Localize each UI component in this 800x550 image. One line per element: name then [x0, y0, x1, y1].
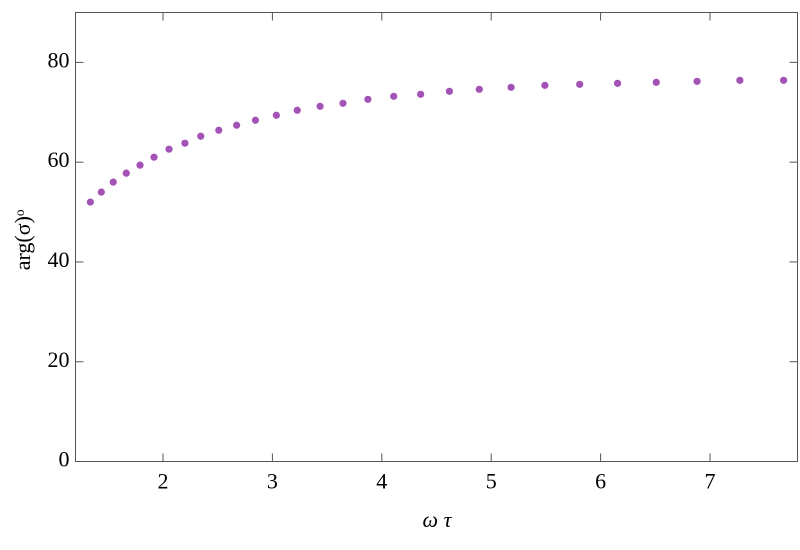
point [693, 77, 701, 85]
point [652, 78, 660, 86]
point [613, 79, 622, 87]
point [390, 92, 398, 100]
x-tick-label: 3 [267, 469, 278, 494]
point [507, 83, 515, 91]
plot-frame [75, 12, 798, 462]
point [576, 80, 584, 88]
y-tick-label: 60 [48, 147, 70, 172]
point [541, 81, 549, 89]
y-tick-label: 40 [48, 247, 70, 272]
point [215, 126, 223, 134]
x-axis-label: ω τ [423, 507, 453, 532]
point [251, 116, 260, 124]
point [150, 153, 158, 161]
point [197, 132, 205, 140]
point [272, 111, 280, 119]
x-tick-label: 5 [486, 469, 497, 494]
y-tick-label: 0 [59, 447, 70, 472]
point [364, 95, 372, 103]
point [316, 102, 324, 110]
x-tick-label: 2 [158, 469, 169, 494]
point [109, 178, 117, 186]
point [122, 169, 130, 177]
x-tick-label: 7 [704, 469, 715, 494]
x-tick-label: 6 [595, 469, 606, 494]
point [97, 188, 105, 196]
point [165, 145, 173, 153]
point [136, 161, 144, 169]
y-axis-label: arg(σ)ᵒ [10, 210, 35, 271]
y-tick-label: 80 [48, 47, 70, 72]
point [736, 76, 744, 84]
point [445, 87, 454, 95]
y-tick-label: 20 [48, 347, 70, 372]
point [339, 99, 347, 107]
point [233, 121, 241, 129]
point [780, 76, 788, 84]
point [86, 198, 94, 206]
point [293, 106, 301, 114]
point [417, 90, 425, 98]
point [475, 85, 483, 93]
x-tick-label: 4 [376, 469, 387, 494]
point [181, 139, 189, 147]
